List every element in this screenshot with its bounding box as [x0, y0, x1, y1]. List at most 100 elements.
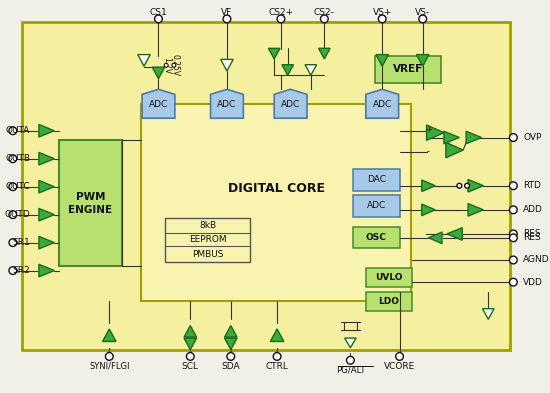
Text: VS-: VS- [415, 7, 430, 17]
Polygon shape [376, 55, 388, 66]
Text: VS+: VS+ [372, 7, 392, 17]
Bar [366, 292, 412, 311]
Text: OUTC: OUTC [6, 182, 30, 191]
Text: ADC: ADC [281, 100, 300, 109]
Circle shape [9, 155, 16, 163]
Circle shape [9, 211, 16, 219]
Polygon shape [39, 180, 54, 193]
Polygon shape [102, 329, 116, 342]
Polygon shape [224, 325, 237, 337]
Bar [353, 227, 399, 248]
Polygon shape [211, 89, 243, 118]
Circle shape [509, 206, 517, 214]
Circle shape [155, 15, 162, 23]
Text: PWM: PWM [76, 192, 105, 202]
Polygon shape [184, 325, 196, 337]
Polygon shape [224, 338, 237, 350]
Polygon shape [305, 65, 317, 75]
Text: PMBUS: PMBUS [192, 250, 223, 259]
Polygon shape [447, 228, 462, 240]
Text: OSC: OSC [366, 233, 387, 242]
Text: RES: RES [523, 230, 541, 239]
Text: CS2-: CS2- [314, 7, 335, 17]
Circle shape [419, 15, 427, 23]
Text: OUTA: OUTA [6, 126, 30, 135]
Polygon shape [152, 67, 165, 79]
Circle shape [457, 183, 462, 188]
Text: SDA: SDA [222, 362, 240, 371]
Bar [353, 169, 399, 191]
Text: ADC: ADC [149, 100, 168, 109]
Text: UVLO: UVLO [375, 273, 403, 282]
Bar [353, 195, 399, 217]
Polygon shape [142, 89, 175, 118]
Text: ADC: ADC [367, 202, 386, 211]
Bar [59, 140, 122, 266]
Text: VF: VF [221, 7, 233, 17]
Text: CTRL: CTRL [266, 362, 289, 371]
Text: EEPROM: EEPROM [189, 235, 227, 244]
Polygon shape [184, 338, 196, 350]
Text: SYNI/FLGI: SYNI/FLGI [89, 362, 130, 371]
Bar [366, 268, 412, 287]
Circle shape [509, 256, 517, 264]
Circle shape [9, 183, 16, 191]
Circle shape [9, 127, 16, 135]
Text: SR1: SR1 [13, 238, 30, 247]
Text: 0.25V: 0.25V [170, 54, 179, 76]
Polygon shape [274, 89, 307, 118]
Polygon shape [345, 338, 356, 348]
Polygon shape [444, 131, 459, 144]
Polygon shape [268, 48, 280, 59]
Polygon shape [39, 125, 54, 137]
Text: AGND: AGND [523, 255, 549, 264]
Bar [23, 22, 510, 350]
Circle shape [395, 353, 403, 360]
Text: RES: RES [523, 233, 541, 242]
Text: VCORE: VCORE [384, 362, 415, 371]
Polygon shape [428, 232, 442, 244]
Polygon shape [282, 65, 294, 75]
Polygon shape [468, 204, 483, 216]
Circle shape [9, 267, 16, 274]
Polygon shape [39, 236, 54, 249]
Text: VDD: VDD [523, 278, 543, 286]
Circle shape [346, 356, 354, 364]
Text: 1.2V: 1.2V [163, 57, 172, 74]
Text: CS1: CS1 [150, 7, 167, 17]
Text: OVP: OVP [523, 133, 541, 142]
Circle shape [164, 63, 168, 67]
Text: CS2+: CS2+ [268, 7, 294, 17]
Circle shape [509, 234, 517, 242]
Text: RTD: RTD [523, 181, 541, 190]
Bar [376, 55, 441, 83]
Text: DIGITAL CORE: DIGITAL CORE [228, 182, 324, 195]
Polygon shape [39, 208, 54, 221]
Circle shape [172, 63, 176, 67]
Text: OUTB: OUTB [5, 154, 30, 163]
Text: VREF: VREF [393, 64, 424, 74]
Polygon shape [468, 180, 483, 192]
Polygon shape [482, 309, 494, 319]
Text: +: + [425, 125, 432, 134]
Polygon shape [466, 131, 482, 144]
Text: PG/ALT: PG/ALT [336, 365, 365, 375]
Circle shape [106, 353, 113, 360]
Text: OUTD: OUTD [4, 210, 30, 219]
Circle shape [465, 183, 470, 188]
Circle shape [223, 15, 231, 23]
Polygon shape [318, 48, 330, 59]
Circle shape [509, 134, 517, 141]
Circle shape [227, 353, 235, 360]
Polygon shape [366, 89, 399, 118]
Text: -: - [427, 147, 430, 156]
Circle shape [509, 182, 517, 189]
Text: ADD: ADD [523, 206, 543, 214]
Circle shape [321, 15, 328, 23]
Circle shape [378, 15, 386, 23]
Circle shape [273, 353, 281, 360]
Text: SR2: SR2 [13, 266, 30, 275]
Polygon shape [427, 125, 444, 140]
Text: LDO: LDO [378, 297, 399, 306]
Text: ENGINE: ENGINE [68, 205, 113, 215]
